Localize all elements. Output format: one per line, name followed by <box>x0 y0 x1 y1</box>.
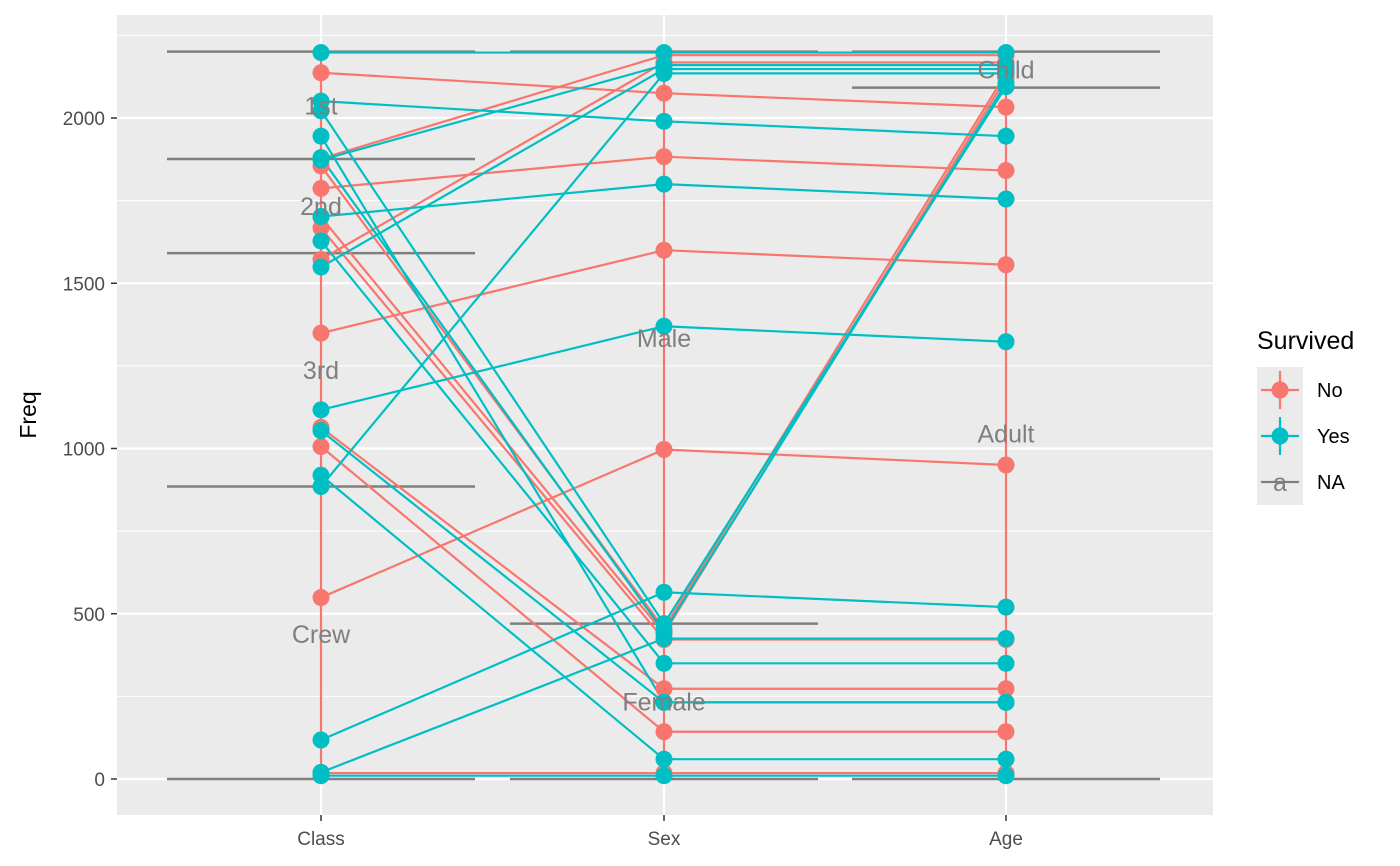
point-yes <box>997 654 1015 672</box>
legend-key-glyph: a <box>1273 469 1287 497</box>
stratum-label: Adult <box>978 420 1035 448</box>
point-no <box>655 241 673 259</box>
point-yes <box>312 767 330 785</box>
x-axis: Class Sex Age <box>297 815 1023 850</box>
point-yes <box>655 112 673 130</box>
stratum-label: 3rd <box>303 357 339 385</box>
point-yes <box>655 623 673 641</box>
stratum-label: Child <box>978 57 1035 85</box>
point-yes <box>997 693 1015 711</box>
point-yes <box>997 767 1015 785</box>
legend-label: NA <box>1317 472 1345 494</box>
point-yes <box>997 333 1015 351</box>
point-yes <box>655 56 673 74</box>
legend-key-point <box>1271 427 1289 445</box>
point-no <box>312 438 330 456</box>
stratum-label: 1st <box>304 92 337 120</box>
point-no <box>312 589 330 607</box>
point-yes <box>312 127 330 145</box>
stratum-label: Crew <box>292 621 351 649</box>
point-no <box>312 64 330 82</box>
point-yes <box>997 190 1015 208</box>
legend-label: No <box>1317 380 1343 402</box>
legend: Survived No Yes a NA <box>1257 327 1354 505</box>
legend-item-yes: Yes <box>1257 413 1350 459</box>
point-no <box>655 680 673 698</box>
point-no <box>997 456 1015 474</box>
stratum-labels: Crew 3rd 2nd 1st Female Male Adult Child <box>292 57 1035 717</box>
point-yes <box>997 750 1015 768</box>
point-no <box>997 723 1015 741</box>
point-yes <box>655 654 673 672</box>
legend-label: Yes <box>1317 426 1350 448</box>
point-yes <box>655 767 673 785</box>
point-no <box>997 680 1015 698</box>
point-yes <box>997 630 1015 648</box>
point-yes <box>312 102 330 120</box>
x-tick-label: Age <box>989 829 1023 850</box>
point-no <box>655 440 673 458</box>
point-yes <box>997 44 1015 62</box>
point-yes <box>997 598 1015 616</box>
point-yes <box>655 583 673 601</box>
point-yes <box>997 56 1015 74</box>
point-yes <box>997 127 1015 145</box>
point-no <box>997 162 1015 180</box>
y-tick-label: 1000 <box>63 440 105 461</box>
y-tick-label: 500 <box>73 605 105 626</box>
point-no <box>655 148 673 166</box>
point-yes <box>312 422 330 440</box>
point-yes <box>312 258 330 276</box>
stratum-label: 2nd <box>300 193 342 221</box>
point-yes <box>312 401 330 419</box>
y-tick-label: 0 <box>94 770 105 791</box>
point-yes <box>312 44 330 62</box>
point-yes <box>655 693 673 711</box>
point-no <box>997 98 1015 116</box>
point-no <box>997 256 1015 274</box>
legend-item-na: a NA <box>1257 459 1345 505</box>
y-axis-title: Freq <box>15 391 41 438</box>
x-tick-label: Class <box>297 829 345 850</box>
point-no <box>655 723 673 741</box>
legend-key-point <box>1271 381 1289 399</box>
point-yes <box>655 44 673 62</box>
point-yes <box>312 478 330 496</box>
stratum-label: Male <box>637 325 691 353</box>
point-yes <box>312 232 330 250</box>
point-no <box>655 84 673 102</box>
point-yes <box>655 175 673 193</box>
point-yes <box>655 750 673 768</box>
point-yes <box>312 149 330 167</box>
legend-title: Survived <box>1257 327 1354 355</box>
point-yes <box>655 317 673 335</box>
point-yes <box>312 207 330 225</box>
y-axis: 0 500 1000 1500 2000 <box>63 109 117 791</box>
point-no <box>312 179 330 197</box>
data-points <box>312 44 1015 785</box>
y-tick-label: 2000 <box>63 109 105 130</box>
point-no <box>312 324 330 342</box>
point-yes <box>312 731 330 749</box>
stratum-label: Female <box>622 688 705 716</box>
y-tick-label: 1500 <box>63 274 105 295</box>
legend-item-no: No <box>1257 367 1343 413</box>
x-tick-label: Sex <box>648 829 681 850</box>
point-yes <box>997 74 1015 92</box>
